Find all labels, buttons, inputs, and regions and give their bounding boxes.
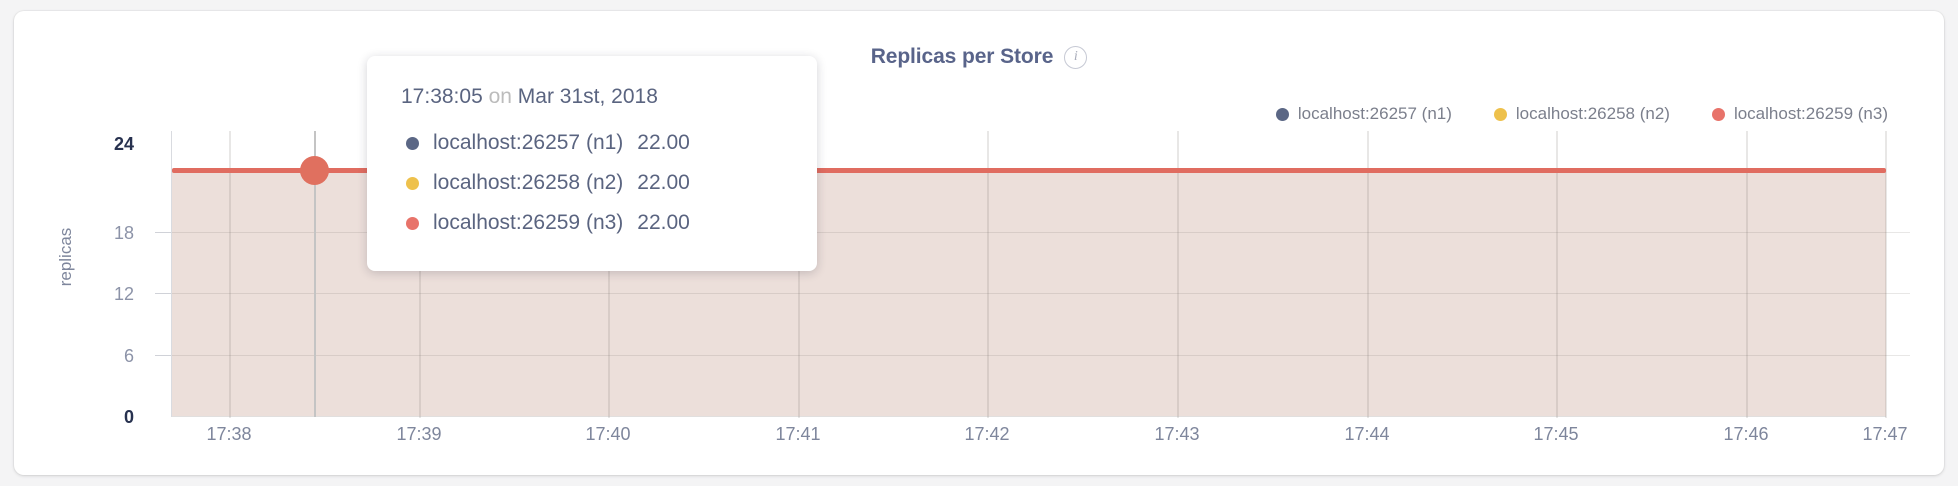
tooltip-label-n3: localhost:26259 (n3) [433, 211, 624, 234]
gridline-v-1747 [1885, 131, 1887, 418]
y-tick-0: 0 [123, 407, 134, 427]
legend-item-n1[interactable]: localhost:26257 (n1) [1275, 104, 1452, 124]
gridline-v-1744 [1367, 131, 1369, 418]
tooltip-color-dot-n1 [406, 136, 419, 150]
axis-baseline [172, 416, 1886, 417]
tooltip-color-dot-n3 [406, 216, 419, 230]
gridline-v-1740 [608, 131, 610, 418]
tooltip-label-n1: localhost:26257 (n1) [433, 131, 624, 154]
x-tick-1743: 17:43 [1154, 424, 1200, 444]
chart-legend: localhost:26257 (n1) localhost:26258 (n2… [1275, 104, 1888, 124]
gridline-18 [155, 232, 1910, 233]
y-axis-line [171, 131, 172, 417]
y-axis-label: replicas [56, 227, 75, 287]
hover-crosshair-line [314, 131, 316, 417]
chart-title-text: Replicas per Store [870, 45, 1054, 68]
x-tick-1742: 17:42 [964, 424, 1010, 444]
x-tick-1740: 17:40 [585, 424, 631, 444]
gridline-v-1745 [1556, 131, 1558, 418]
chart-card: Replicas per Store i localhost:26257 (n1… [14, 11, 1944, 475]
gridline-v-1746 [1746, 131, 1748, 418]
y-tick-24: 24 [113, 134, 134, 154]
legend-label-n1: localhost:26257 (n1) [1297, 104, 1452, 123]
tooltip-connector: on [488, 85, 512, 108]
legend-color-dot-n2 [1493, 107, 1507, 121]
tooltip-row-n1: localhost:26257 (n1) 22.00 [401, 123, 783, 163]
gridline-v-1738 [229, 131, 231, 418]
x-tick-1739: 17:39 [396, 424, 442, 444]
x-tick-1744: 17:44 [1344, 424, 1390, 444]
gridline-v-1742 [987, 131, 989, 418]
tooltip-time: 17:38:05 [401, 85, 483, 108]
tooltip-timestamp: 17:38:05 on Mar 31st, 2018 [401, 82, 783, 112]
gridline-v-1743 [1177, 131, 1179, 418]
y-tick-18: 18 [113, 223, 134, 243]
legend-label-n2: localhost:26258 (n2) [1515, 104, 1670, 123]
y-tick-dash-12 [155, 293, 171, 294]
x-tick-1738: 17:38 [206, 424, 252, 444]
tooltip-value-n3: 22.00 [637, 211, 690, 234]
hover-tooltip: 17:38:05 on Mar 31st, 2018 localhost:262… [367, 56, 817, 271]
tooltip-value-n2: 22.00 [637, 171, 690, 194]
gridline-v-1739 [419, 131, 421, 418]
y-tick-dash-6 [155, 355, 171, 356]
x-tick-1746: 17:46 [1723, 424, 1769, 444]
tooltip-date: Mar 31st, 2018 [517, 85, 658, 108]
x-tick-1745: 17:45 [1533, 424, 1579, 444]
x-tick-1741: 17:41 [775, 424, 821, 444]
gridline-12 [155, 293, 1910, 294]
tooltip-color-dot-n2 [406, 176, 419, 190]
legend-item-n2[interactable]: localhost:26258 (n2) [1493, 104, 1670, 124]
info-icon[interactable]: i [1064, 45, 1088, 69]
tooltip-row-n2: localhost:26258 (n2) 22.00 [401, 163, 783, 203]
page-title: Replicas per Store i [14, 44, 1944, 70]
y-tick-6: 6 [123, 346, 134, 366]
y-tick-12: 12 [113, 284, 134, 304]
hover-data-point-marker[interactable] [300, 156, 329, 185]
series-line-n3 [172, 168, 1886, 173]
gridline-v-1741 [798, 131, 800, 418]
legend-label-n3: localhost:26259 (n3) [1733, 104, 1888, 123]
legend-item-n3[interactable]: localhost:26259 (n3) [1711, 104, 1888, 124]
legend-color-dot-n1 [1275, 107, 1289, 121]
gridline-6 [155, 355, 1910, 356]
tooltip-label-n2: localhost:26258 (n2) [433, 171, 624, 194]
tooltip-value-n1: 22.00 [637, 131, 690, 154]
y-tick-dash-18 [155, 232, 171, 233]
x-tick-1747: 17:47 [1862, 424, 1908, 444]
tooltip-row-n3: localhost:26259 (n3) 22.00 [401, 203, 783, 243]
legend-color-dot-n3 [1711, 107, 1725, 121]
